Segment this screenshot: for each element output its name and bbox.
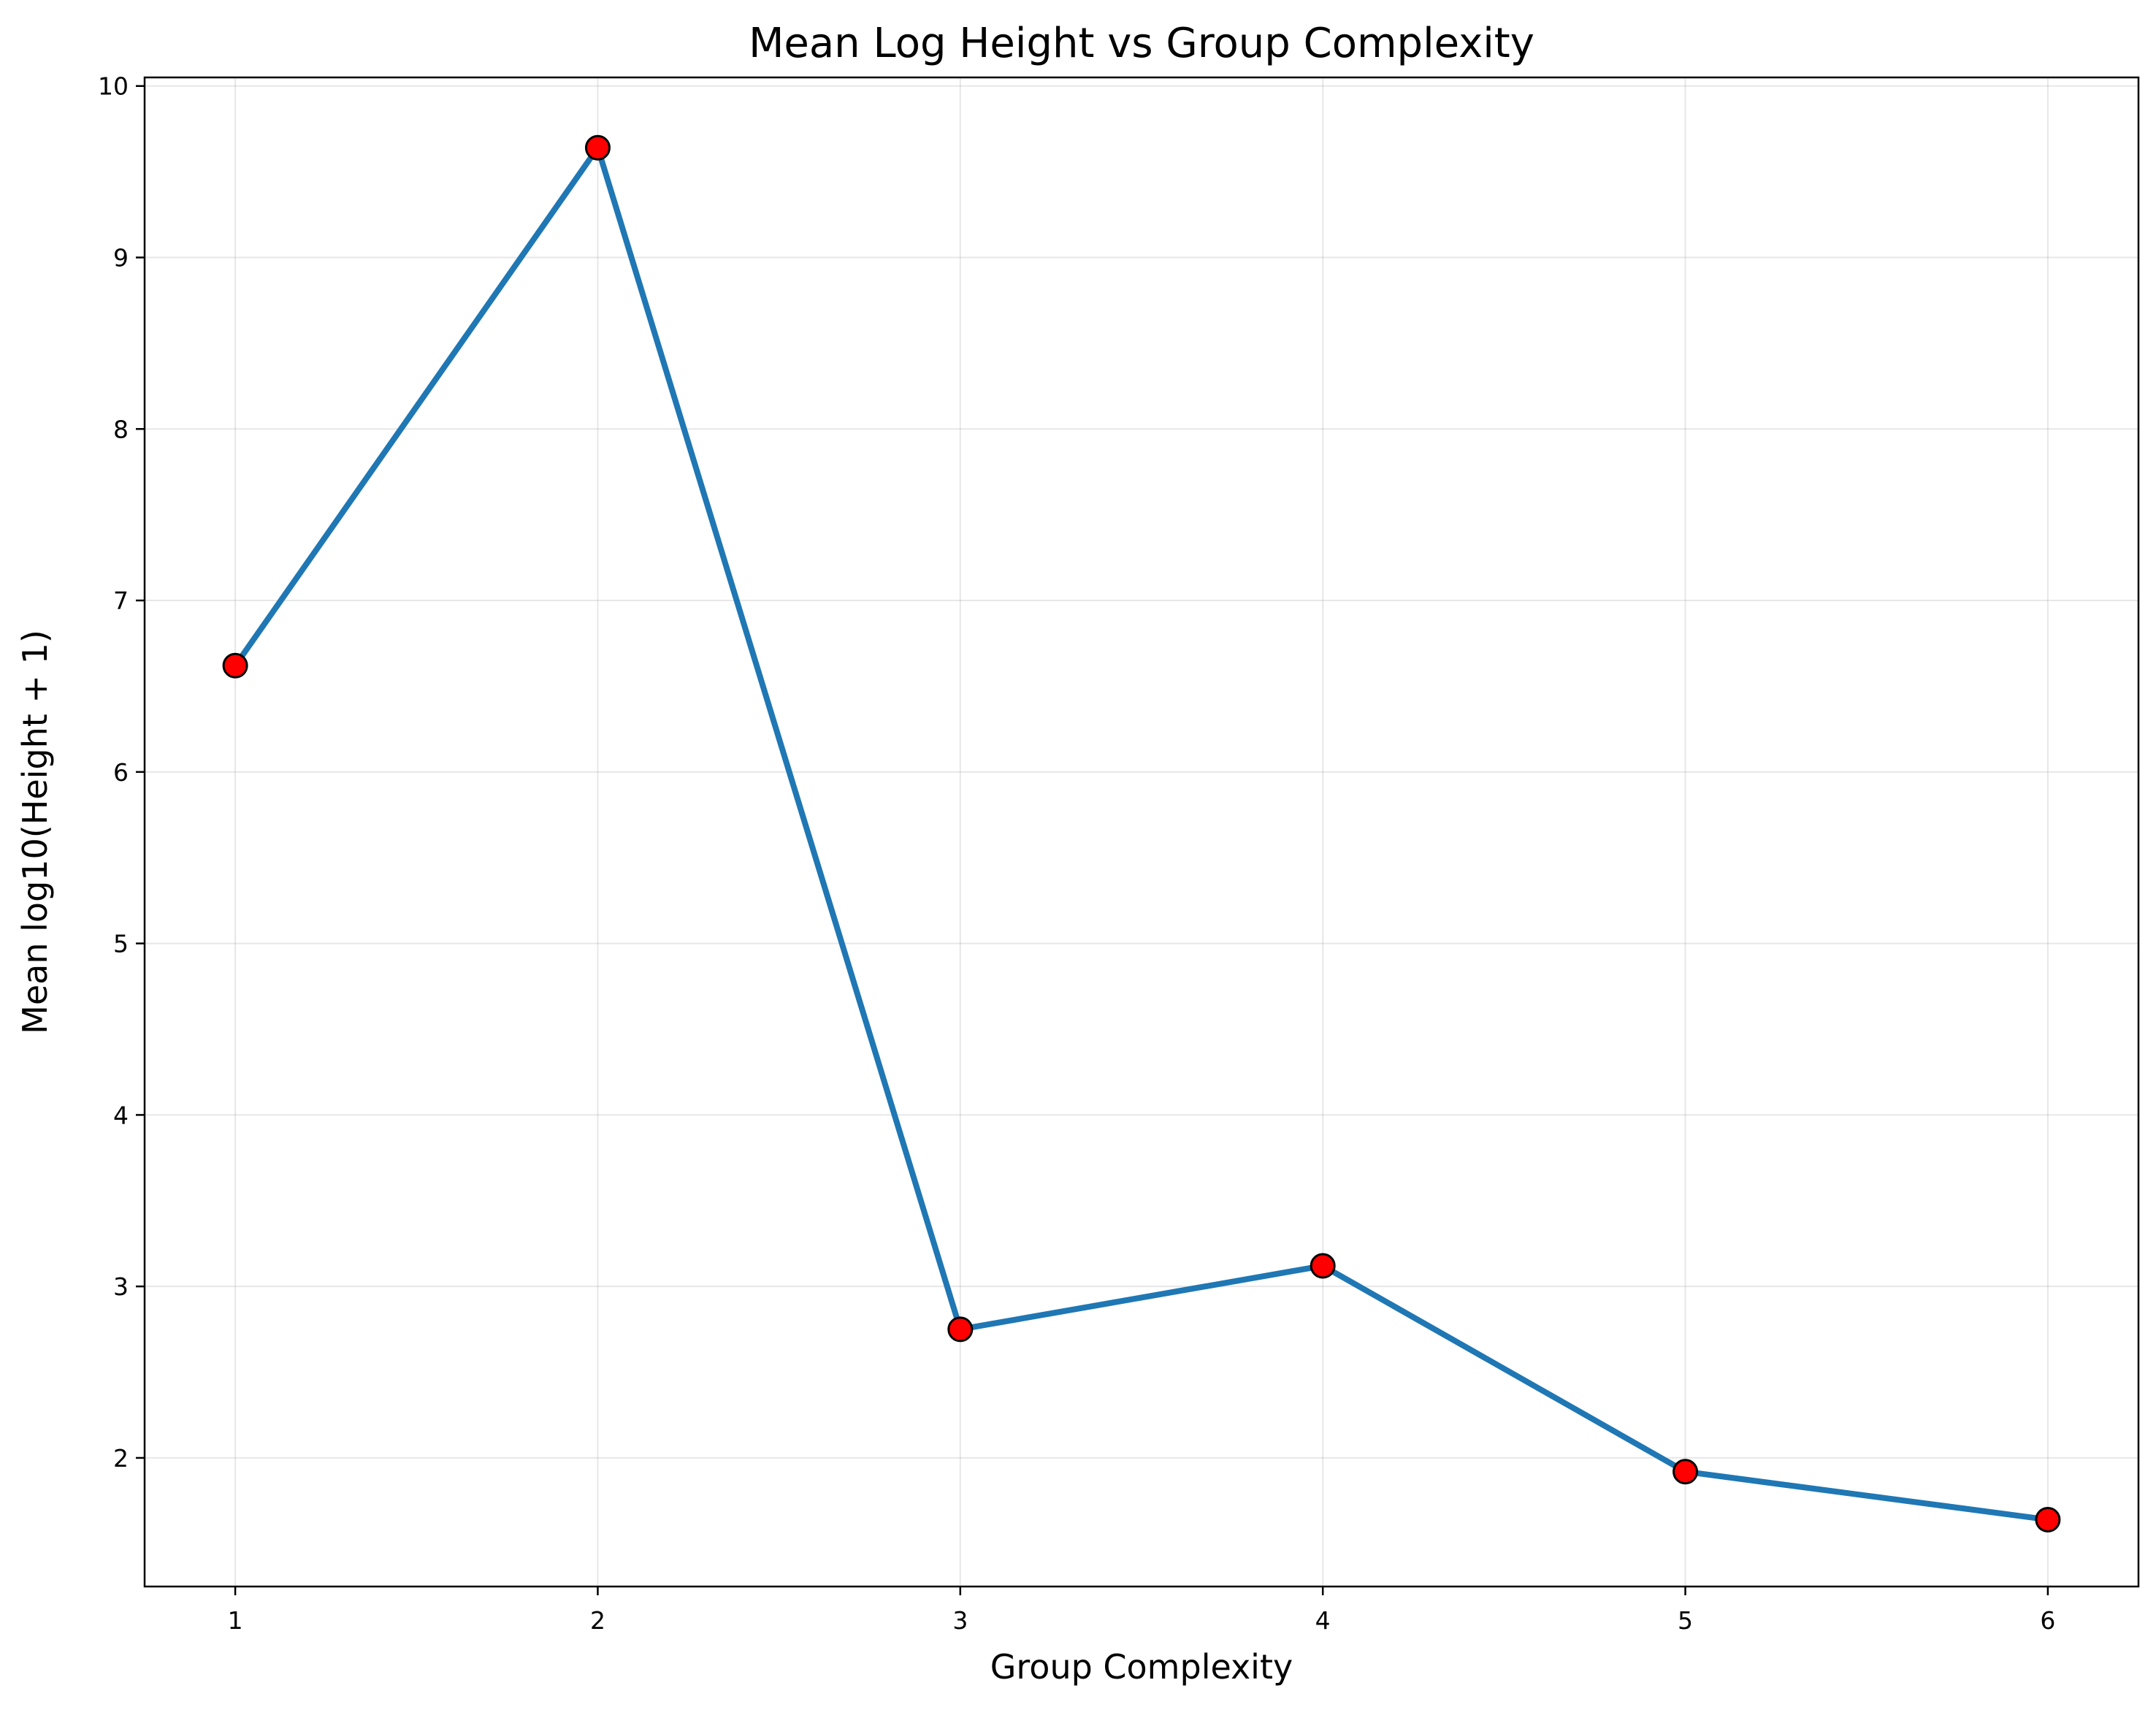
data-point (947, 1316, 974, 1343)
x-tick-label: 5 (1678, 1606, 1693, 1635)
data-point (2035, 1506, 2061, 1532)
data-point (584, 134, 611, 161)
data-series (222, 134, 2061, 1532)
y-tick-label: 10 (98, 72, 129, 101)
y-axis-label: Mean log10(Height + 1) (15, 630, 55, 1034)
x-tick-label: 6 (2040, 1606, 2055, 1635)
x-tick-label: 3 (952, 1606, 968, 1635)
x-axis-label: Group Complexity (990, 1647, 1293, 1687)
y-tick-label: 6 (113, 758, 129, 787)
y-tick-label: 7 (113, 587, 129, 615)
y-tick-label: 9 (113, 244, 129, 272)
x-tick-label: 1 (228, 1606, 243, 1635)
x-tick-label: 4 (1315, 1606, 1331, 1635)
y-tick-label: 5 (113, 930, 129, 958)
x-tick-label: 2 (590, 1606, 605, 1635)
chart-title: Mean Log Height vs Group Complexity (749, 20, 1534, 67)
y-tick-label: 8 (113, 415, 129, 443)
plot-area-frame (143, 76, 2140, 1588)
data-point (1310, 1253, 1336, 1279)
data-point (1673, 1459, 1699, 1485)
y-tick-label: 2 (113, 1444, 129, 1473)
y-tick-label: 4 (113, 1101, 129, 1129)
grid-lines (145, 77, 2138, 1587)
y-tick-label: 3 (113, 1272, 129, 1301)
axis-ticks: 1 2 3 4 5 6 2 3 4 5 6 7 8 9 10 (98, 72, 2055, 1635)
data-point (222, 652, 248, 679)
series-line (232, 145, 2051, 1523)
